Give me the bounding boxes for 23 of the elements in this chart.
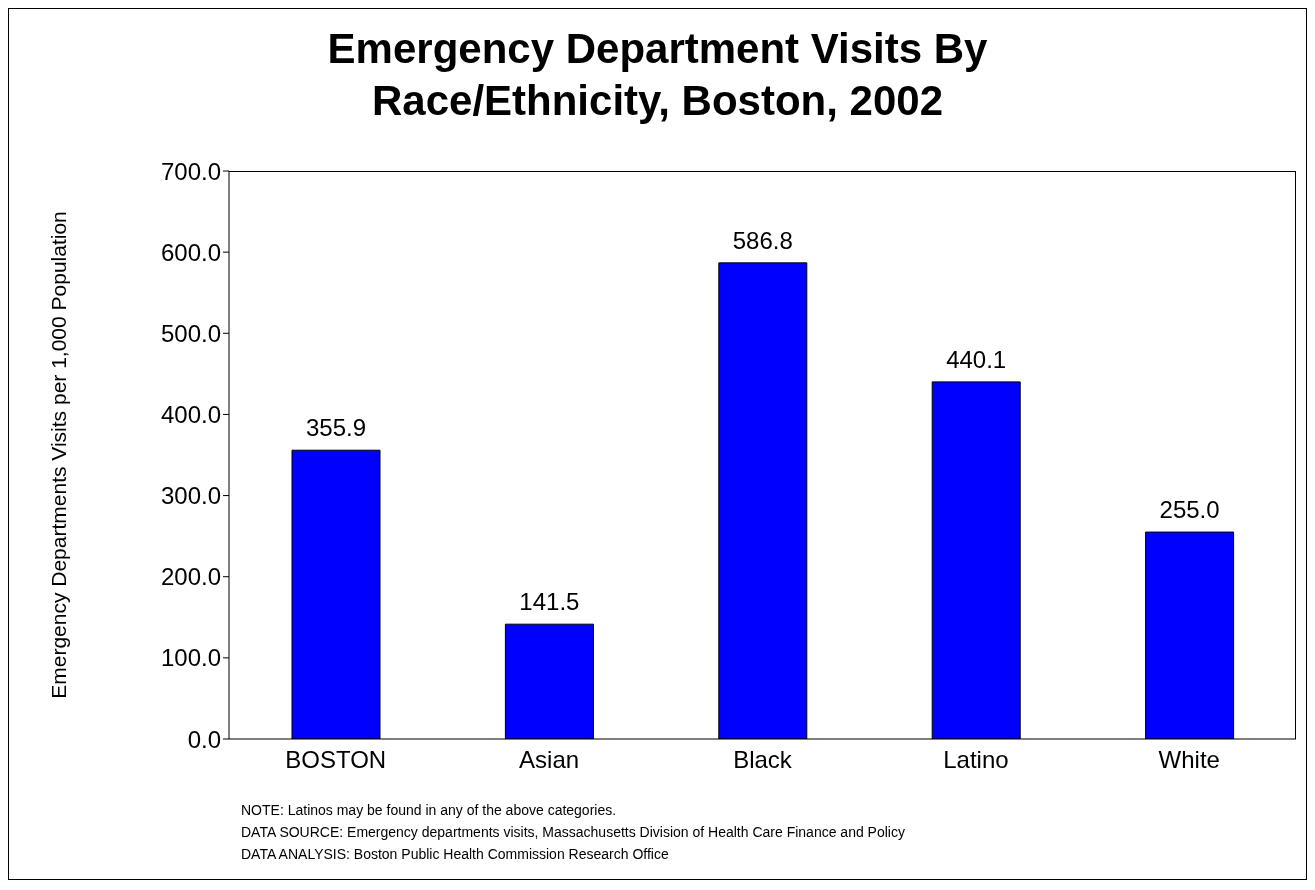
y-tick-label: 300.0 xyxy=(160,482,221,510)
source-note: DATA SOURCE: Emergency departments visits, Massachusetts Division of Health Care Finance and Policy xyxy=(241,823,905,842)
data-label: 255.0 xyxy=(1159,496,1220,524)
chart-title: Emergency Department Visits By Race/Ethnicity, Boston, 2002 xyxy=(326,24,989,126)
y-tick-label: 400.0 xyxy=(160,400,221,428)
y-tick-label: 700.0 xyxy=(160,157,221,185)
data-label: 440.1 xyxy=(946,345,1007,373)
x-tick-label: White xyxy=(1158,746,1220,774)
data-label: 141.5 xyxy=(519,588,580,616)
y-tick-label: 0.0 xyxy=(187,725,221,753)
data-label: 355.9 xyxy=(305,414,367,442)
y-tick-label: 600.0 xyxy=(160,238,221,266)
text: NOTE: Latinos may be found in any of the above categories. xyxy=(241,801,618,820)
x-tick-label: Asian xyxy=(519,746,580,774)
data-label: 586.8 xyxy=(732,226,793,254)
x-tick-label: Latino xyxy=(943,746,1009,774)
y-tick-label: 100.0 xyxy=(160,644,221,672)
x-tick-label: Black xyxy=(733,746,793,774)
y-tick-label: 500.0 xyxy=(160,319,221,347)
y-tick-label: 200.0 xyxy=(160,563,221,591)
text: DATA ANALYSIS: Boston Public Health Commission Research Office xyxy=(241,845,670,864)
x-tick-label: BOSTON xyxy=(285,746,387,774)
y-axis-title: Emergency Departments Visits per 1,000 Population xyxy=(47,211,71,699)
